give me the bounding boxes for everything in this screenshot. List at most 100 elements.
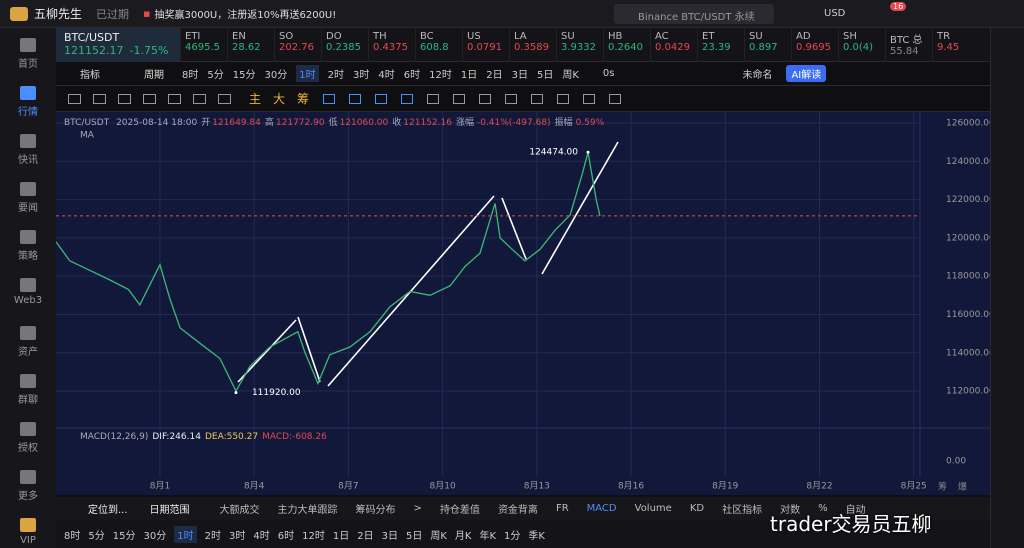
ticker-item[interactable]: BTC 总 55.84 (885, 27, 932, 62)
bottom-interval[interactable]: 周K (430, 530, 447, 542)
bottom-interval[interactable]: 3日 (381, 530, 398, 542)
bottom-interval[interactable]: 6时 (277, 530, 295, 542)
draw-tool[interactable] (143, 93, 156, 104)
ai-button[interactable]: AI解读 (786, 65, 827, 82)
draw-tool[interactable] (193, 93, 206, 104)
draw-tool[interactable] (427, 93, 440, 104)
nav-item[interactable]: 授权 (0, 422, 56, 454)
ticker-item[interactable]: AD 0.9695 (791, 27, 838, 62)
ticker-item[interactable]: SU 0.897 (744, 27, 791, 62)
period[interactable]: 周期 (144, 70, 164, 81)
bottom-tab[interactable]: 自动 (845, 505, 866, 516)
draw-tool[interactable] (93, 93, 106, 104)
interval[interactable]: 1日 (460, 70, 478, 81)
ticker-item[interactable]: TH 0.4375 (368, 27, 415, 62)
interval[interactable]: 2时 (327, 70, 344, 81)
interval[interactable]: 15分 (232, 70, 256, 81)
locate[interactable]: 定位到... (88, 505, 128, 516)
bottom-tab[interactable]: MACD (586, 503, 617, 514)
bottom-interval[interactable]: 1日 (332, 530, 350, 542)
nav-item[interactable]: 群聊 (0, 374, 56, 406)
draw-tool[interactable] (218, 93, 231, 104)
bottom-tab[interactable]: 持仓差值 (439, 505, 480, 516)
bottom-interval[interactable]: 8时 (64, 530, 81, 542)
search[interactable]: Binance BTC/USDT 永续 (614, 4, 774, 24)
bottom-tab[interactable]: % (818, 503, 828, 514)
bottom-interval[interactable]: 季K (528, 530, 545, 542)
draw-mode[interactable]: 筹 (297, 92, 310, 106)
ticker-item[interactable]: TR 9.45 (932, 27, 979, 62)
draw-tool[interactable] (401, 93, 414, 104)
bottom-interval[interactable]: 5日 (405, 530, 423, 542)
bottom-tab[interactable]: Volume (634, 503, 672, 514)
ticker-item[interactable]: HB 0.2640 (603, 27, 650, 62)
draw-mode[interactable]: 大 (273, 92, 286, 106)
bottom-tab[interactable]: 主力大单跟踪 (277, 505, 338, 516)
nav-item[interactable]: 更多 (0, 470, 56, 502)
nav-item[interactable]: 资产 (0, 326, 56, 358)
bottom-interval[interactable]: 月K (454, 530, 472, 542)
draw-tool[interactable] (505, 93, 518, 104)
interval[interactable]: 5日 (536, 70, 554, 81)
status[interactable]: 已过期 (96, 7, 130, 21)
draw-tool[interactable] (375, 93, 388, 104)
bottom-tab[interactable]: KD (689, 503, 705, 514)
draw-tool[interactable] (349, 93, 362, 104)
draw-tool[interactable] (323, 93, 336, 104)
interval[interactable]: 12时 (429, 70, 452, 81)
nav-item[interactable]: 首页 (0, 38, 56, 70)
ticker-main[interactable]: BTC/USDT 121152.17 -1.75% (56, 27, 180, 62)
bottom-tab[interactable]: 筹码分布 (355, 505, 396, 516)
draw-tool[interactable] (557, 93, 570, 104)
bottom-interval[interactable]: 1时 (174, 525, 197, 543)
interval[interactable]: 3日 (511, 70, 528, 81)
draw-mode[interactable]: 主 (249, 92, 262, 106)
ticker-item[interactable]: LA 0.3589 (509, 27, 556, 62)
nav-item[interactable]: VIP (0, 518, 56, 546)
layout[interactable]: 未命名 (742, 70, 773, 81)
nav-item[interactable]: 快讯 (0, 134, 56, 166)
indicator[interactable]: 指标 (80, 70, 100, 81)
interval[interactable]: 6时 (403, 70, 421, 81)
interval[interactable]: 3时 (352, 70, 370, 81)
interval[interactable]: 30分 (264, 70, 288, 81)
ticker-item[interactable]: ETI 4695.5 (180, 27, 227, 62)
interval[interactable]: 周K (562, 70, 579, 81)
ticker-item[interactable]: AC 0.0429 (650, 27, 697, 62)
draw-tool[interactable] (583, 93, 596, 104)
nav-item[interactable]: 要闻 (0, 182, 56, 214)
interval[interactable]: 2日 (486, 70, 503, 81)
ticker-item[interactable]: BC 608.8 (415, 27, 462, 62)
nav-item[interactable]: 行情 (0, 86, 56, 118)
bottom-interval[interactable]: 2日 (357, 530, 374, 542)
bottom-interval[interactable]: 15分 (112, 530, 136, 542)
bottom-interval[interactable]: 年K (479, 530, 497, 542)
interval[interactable]: 5分 (207, 70, 224, 81)
bottom-tab[interactable]: 社区指标 (722, 505, 763, 516)
bottom-interval[interactable]: 4时 (253, 530, 270, 542)
draw-tool[interactable] (168, 93, 181, 104)
ticker-item[interactable]: EN 28.62 (227, 27, 274, 62)
ticker-item[interactable]: US 0.0791 (462, 27, 509, 62)
bottom-interval[interactable]: 5分 (88, 530, 105, 542)
ticker-item[interactable]: ET 23.39 (697, 27, 744, 62)
nav-item[interactable]: 策略 (0, 230, 56, 262)
promo[interactable]: 抽奖赢3000U，注册返10%再送6200U! (154, 10, 337, 21)
draw-tool[interactable] (68, 93, 81, 104)
nav-item[interactable]: Web3 (0, 278, 56, 306)
draw-tool[interactable] (479, 93, 492, 104)
ticker-item[interactable]: SH 0.0(4) (838, 27, 885, 62)
ticker-item[interactable]: DO 0.2385 (321, 27, 368, 62)
bottom-interval[interactable]: 12时 (302, 530, 325, 542)
interval[interactable]: 8时 (182, 70, 199, 81)
bottom-interval[interactable]: 1分 (504, 530, 521, 542)
bottom-tab[interactable]: 资金背离 (497, 505, 538, 516)
bottom-interval[interactable]: 30分 (143, 530, 167, 542)
ticker-item[interactable]: SO 202.76 (274, 27, 321, 62)
draw-tool[interactable] (453, 93, 466, 104)
currency[interactable]: USD (824, 8, 846, 19)
bottom-tab[interactable]: 大额成交 (219, 505, 260, 516)
bottom-interval[interactable]: 3时 (228, 530, 246, 542)
range[interactable]: 日期范围 (149, 505, 190, 516)
draw-tool[interactable] (531, 93, 544, 104)
